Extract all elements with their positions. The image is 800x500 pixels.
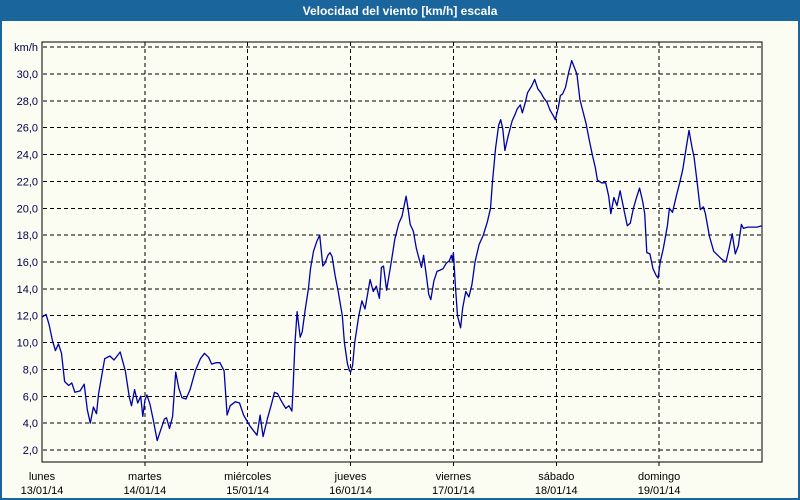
y-tick-label: 22,0 <box>17 176 38 188</box>
gridlines <box>43 42 761 466</box>
x-day-date-label: 18/01/14 <box>535 485 578 497</box>
y-tick-label: 4,0 <box>23 418 38 430</box>
x-day-date-label: 15/01/14 <box>226 485 269 497</box>
y-tick-label: 16,0 <box>17 257 38 269</box>
y-tick-label: 26,0 <box>17 123 38 135</box>
x-axis-labels: lunes 13/01/14 martes 14/01/14 miércoles 15/0… <box>21 471 681 497</box>
y-tick-label: 20,0 <box>17 203 38 215</box>
y-tick-label: 2,0 <box>23 445 38 457</box>
y-tick-label: 24,0 <box>17 150 38 162</box>
wind-speed-chart: km/h 30,0 28,0 26,0 24,0 22,0 20,0 18,0 16,0 14,0… <box>14 41 763 497</box>
y-tick-label: 28,0 <box>17 96 38 108</box>
chart-title-bar: Velocidad del viento [km/h] escala <box>2 2 798 21</box>
y-tick-label: 14,0 <box>17 284 38 296</box>
y-tick-label: 10,0 <box>17 338 38 350</box>
x-day-date-label: 17/01/14 <box>432 485 475 497</box>
x-day-name-label: miércoles <box>224 471 272 483</box>
y-tick-label: 30,0 <box>17 69 38 81</box>
y-tick-label: 6,0 <box>23 391 38 403</box>
x-day-date-label: 19/01/14 <box>638 485 681 497</box>
x-day-date-label: 14/01/14 <box>123 485 166 497</box>
x-day-name-label: lunes <box>29 471 56 483</box>
x-day-date-label: 13/01/14 <box>21 485 64 497</box>
y-axis-labels: km/h 30,0 28,0 26,0 24,0 22,0 20,0 18,0 16,0 14,0… <box>14 42 38 457</box>
y-tick-label: 18,0 <box>17 230 38 242</box>
chart-title: Velocidad del viento [km/h] escala <box>302 4 498 18</box>
wind-speed-line <box>41 59 763 442</box>
x-day-date-label: 16/01/14 <box>329 485 372 497</box>
x-day-name-label: domingo <box>638 471 680 483</box>
y-axis-unit-label: km/h <box>14 42 38 54</box>
x-day-name-label: sábado <box>538 471 574 483</box>
x-day-name-label: jueves <box>334 471 367 483</box>
y-tick-label: 12,0 <box>17 311 38 323</box>
x-day-name-label: viernes <box>436 471 472 483</box>
y-tick-label: 8,0 <box>23 364 38 376</box>
plot-border <box>41 41 763 463</box>
x-day-name-label: martes <box>128 471 162 483</box>
